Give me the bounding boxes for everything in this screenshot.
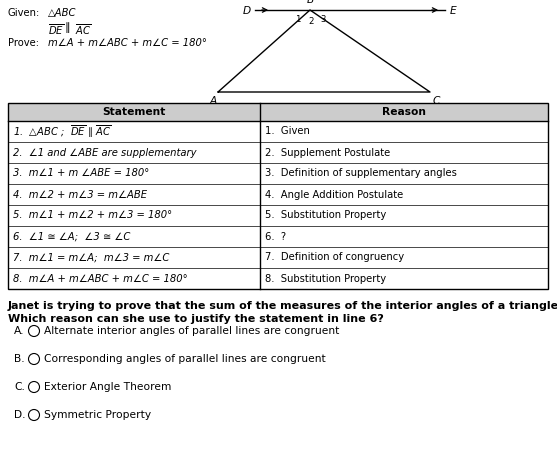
Text: $\overline{DE}$: $\overline{DE}$ [48, 22, 64, 37]
Text: 1.  Given: 1. Given [265, 126, 310, 136]
Text: Which reason can she use to justify the statement in line 6?: Which reason can she use to justify the … [8, 314, 384, 324]
Text: 2: 2 [308, 16, 314, 25]
Text: A: A [209, 96, 217, 106]
Text: 1.  △ABC ;  $\overline{DE}$ ∥ $\overline{AC}$: 1. △ABC ; $\overline{DE}$ ∥ $\overline{A… [13, 123, 111, 140]
Text: 5.  Substitution Property: 5. Substitution Property [265, 211, 386, 220]
Text: Symmetric Property: Symmetric Property [44, 410, 151, 420]
Text: Corresponding angles of parallel lines are congruent: Corresponding angles of parallel lines a… [44, 354, 326, 364]
Text: 4.  Angle Addition Postulate: 4. Angle Addition Postulate [265, 189, 403, 199]
Text: 7.  m∠1 = m∠A;  m∠3 = m∠C: 7. m∠1 = m∠A; m∠3 = m∠C [13, 252, 169, 263]
Text: C: C [432, 96, 439, 106]
Text: A.: A. [14, 326, 25, 336]
Text: Given:: Given: [8, 8, 40, 18]
Text: B.: B. [14, 354, 25, 364]
Text: Janet is trying to prove that the sum of the measures of the interior angles of : Janet is trying to prove that the sum of… [8, 301, 557, 311]
Text: $\overline{AC}$: $\overline{AC}$ [75, 22, 91, 37]
Text: 2.  ∠1 and ∠ABE are supplementary: 2. ∠1 and ∠ABE are supplementary [13, 148, 197, 157]
Text: 8.  m∠A + m∠ABC + m∠C = 180°: 8. m∠A + m∠ABC + m∠C = 180° [13, 274, 188, 283]
Text: C.: C. [14, 382, 25, 392]
Text: △ABC: △ABC [48, 8, 76, 18]
Text: 1: 1 [295, 16, 301, 24]
Text: 5.  m∠1 + m∠2 + m∠3 = 180°: 5. m∠1 + m∠2 + m∠3 = 180° [13, 211, 172, 220]
Bar [8, 103, 548, 289]
Text: 4.  m∠2 + m∠3 = m∠ABE: 4. m∠2 + m∠3 = m∠ABE [13, 189, 147, 199]
Text: E: E [449, 6, 456, 16]
Text: Statement: Statement [102, 107, 165, 117]
Text: 3.  Definition of supplementary angles: 3. Definition of supplementary angles [265, 169, 457, 179]
Text: 7.  Definition of congruency: 7. Definition of congruency [265, 252, 404, 263]
Text: Reason: Reason [382, 107, 426, 117]
Text: 3.  m∠1 + m ∠ABE = 180°: 3. m∠1 + m ∠ABE = 180° [13, 169, 149, 179]
Text: 3: 3 [320, 16, 326, 24]
Text: B: B [306, 0, 314, 5]
Text: D: D [243, 6, 251, 16]
Text: Exterior Angle Theorem: Exterior Angle Theorem [44, 382, 172, 392]
Text: 6.  ∠1 ≅ ∠A;  ∠3 ≅ ∠C: 6. ∠1 ≅ ∠A; ∠3 ≅ ∠C [13, 232, 130, 242]
Text: Alternate interior angles of parallel lines are congruent: Alternate interior angles of parallel li… [44, 326, 339, 336]
Bar [8, 103, 548, 121]
Text: ∥: ∥ [65, 22, 71, 33]
Text: m∠A + m∠ABC + m∠C = 180°: m∠A + m∠ABC + m∠C = 180° [48, 38, 207, 48]
Text: 6.  ?: 6. ? [265, 232, 286, 242]
Text: 8.  Substitution Property: 8. Substitution Property [265, 274, 386, 283]
Text: 2.  Supplement Postulate: 2. Supplement Postulate [265, 148, 390, 157]
Text: Prove:: Prove: [8, 38, 39, 48]
Text: D.: D. [14, 410, 26, 420]
